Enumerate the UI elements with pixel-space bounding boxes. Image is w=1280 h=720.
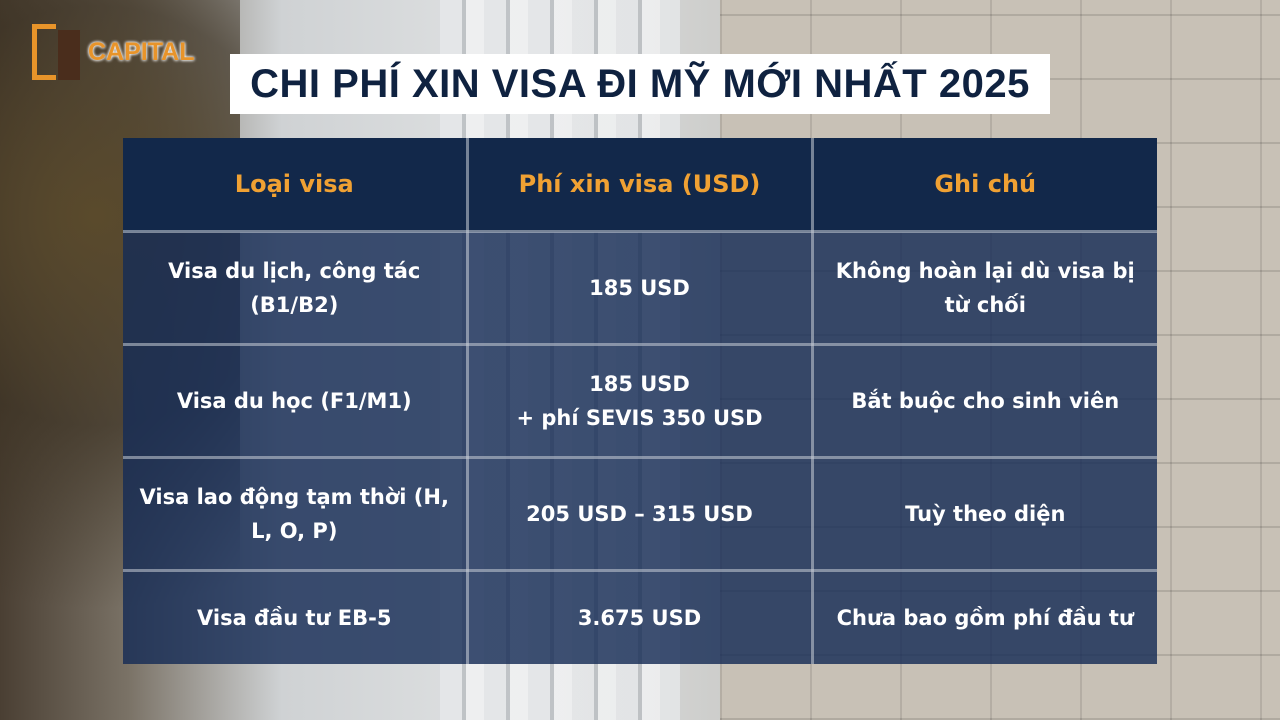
cell-note: Chưa bao gồm phí đầu tư (810, 569, 1159, 666)
table-header-row: Loại visa Phí xin visa (USD) Ghi chú (121, 136, 1159, 233)
header-fee: Phí xin visa (USD) (465, 136, 814, 233)
cell-fee: 185 USD (465, 230, 814, 346)
cell-note: Tuỳ theo diện (810, 456, 1159, 572)
page-title: CHI PHÍ XIN VISA ĐI MỸ MỚI NHẤT 2025 (230, 54, 1050, 114)
cell-visa-type: Visa du học (F1/M1) (121, 343, 469, 459)
brand-logo: CAPITAL (32, 24, 194, 80)
table-row: Visa đầu tư EB-5 3.675 USD Chưa bao gồm … (121, 569, 1159, 666)
cell-fee: 185 USD + phí SEVIS 350 USD (465, 343, 814, 459)
cell-fee: 3.675 USD (465, 569, 814, 666)
header-note: Ghi chú (810, 136, 1159, 233)
logo-text: CAPITAL (88, 37, 195, 66)
table-row: Visa lao động tạm thời (H, L, O, P) 205 … (121, 456, 1159, 572)
cell-note: Bắt buộc cho sinh viên (810, 343, 1159, 459)
table-row: Visa du học (F1/M1) 185 USD + phí SEVIS … (121, 343, 1159, 459)
cell-visa-type: Visa du lịch, công tác (B1/B2) (121, 230, 469, 346)
cell-visa-type: Visa đầu tư EB-5 (121, 569, 469, 666)
logo-mark-icon (32, 24, 84, 80)
cell-fee: 205 USD – 315 USD (465, 456, 814, 572)
visa-fee-table: Loại visa Phí xin visa (USD) Ghi chú Vis… (121, 136, 1159, 666)
header-visa-type: Loại visa (121, 136, 469, 233)
cell-visa-type: Visa lao động tạm thời (H, L, O, P) (121, 456, 469, 572)
cell-note: Không hoàn lại dù visa bị từ chối (810, 230, 1159, 346)
table-row: Visa du lịch, công tác (B1/B2) 185 USD K… (121, 230, 1159, 346)
